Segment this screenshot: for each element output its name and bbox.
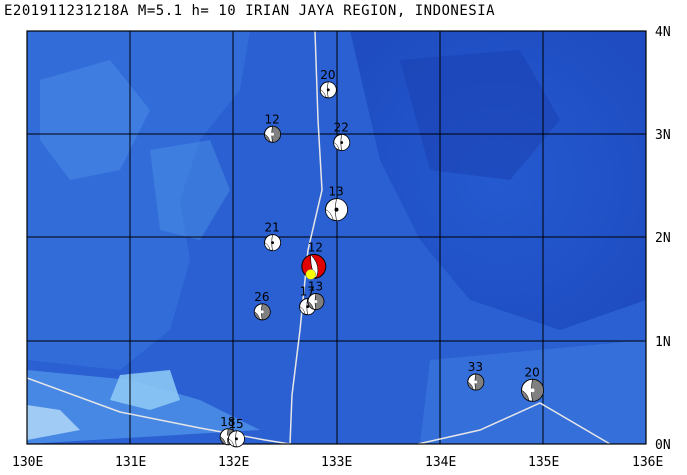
x-tick-label: 133E (321, 455, 352, 470)
depth-label: 15 (228, 417, 243, 431)
depth-label: 20 (320, 68, 335, 82)
mechanism-12-west: 12 (264, 112, 282, 143)
y-tick-label: 1N (655, 335, 671, 350)
mechanism-15: 15 (227, 417, 245, 448)
epicenter-marker (305, 269, 317, 280)
x-axis-labels: 130E 131E 132E 133E 134E 135E 136E (12, 455, 663, 470)
plate-boundaries (26, 30, 611, 445)
mechanism-13-cluster: 13 (307, 280, 325, 311)
depth-label: 21 (265, 221, 280, 235)
y-tick-label: 2N (655, 231, 671, 246)
depth-label: 20 (525, 365, 540, 379)
depth-label: 13 (329, 185, 344, 199)
x-tick-label: 135E (528, 455, 559, 470)
y-tick-label: 4N (655, 25, 671, 40)
mechanism-33: 33 (467, 360, 485, 391)
mechanism-22: 22 (333, 121, 351, 152)
depth-label: 13 (308, 280, 323, 294)
y-tick-label: 3N (655, 128, 671, 143)
map-frame (26, 30, 647, 445)
depth-label: 12 (308, 240, 323, 254)
map-title: E201911231218A M=5.1 h= 10 IRIAN JAYA RE… (4, 3, 496, 19)
depth-label: 33 (468, 360, 483, 374)
mechanism-20-north: 20 (319, 68, 337, 99)
graticule (27, 31, 646, 444)
mechanism-20-east: 20 (521, 365, 545, 402)
depth-label: 22 (334, 121, 349, 135)
mechanism-13: 13 (325, 185, 348, 222)
x-tick-label: 134E (425, 455, 456, 470)
x-tick-label: 132E (218, 455, 249, 470)
depth-label: 26 (254, 290, 269, 304)
x-tick-label: 131E (115, 455, 146, 470)
y-axis-labels: 4N 3N 2N 1N 0N (655, 25, 671, 453)
x-tick-label: 136E (632, 455, 663, 470)
mechanism-21: 21 (264, 221, 282, 252)
depth-label: 18 (220, 415, 235, 429)
mechanism-26: 26 (253, 290, 271, 321)
x-tick-label: 130E (12, 455, 43, 470)
y-tick-label: 0N (655, 438, 671, 453)
depth-label: 12 (265, 112, 280, 126)
